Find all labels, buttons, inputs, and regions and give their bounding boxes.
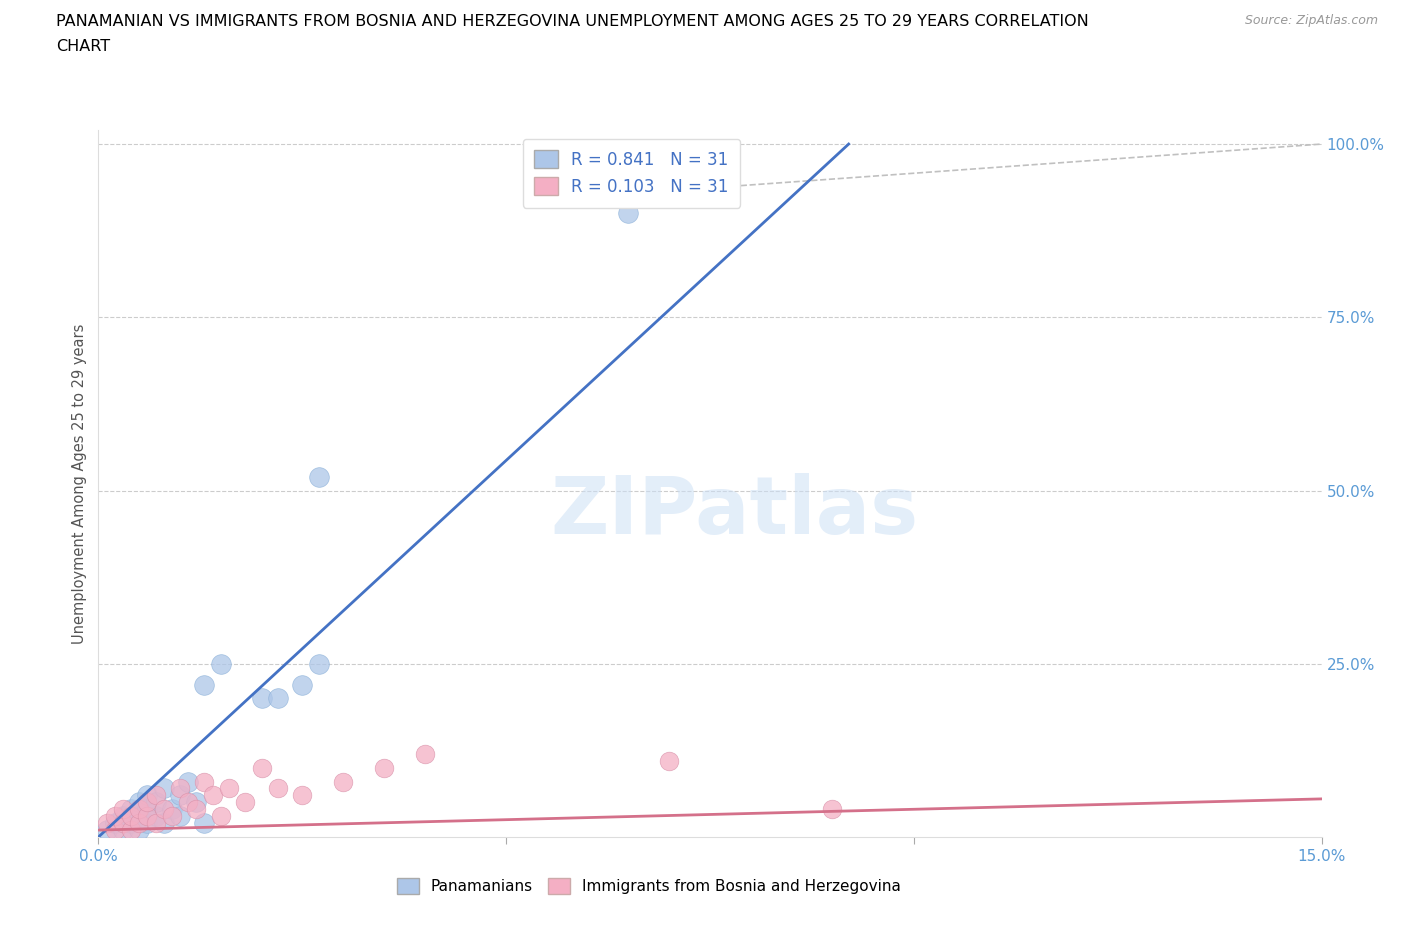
Point: [267, 691, 290, 706]
Point: [373, 760, 395, 775]
Point: [136, 795, 159, 810]
Point: [145, 788, 167, 803]
Point: [675, 185, 697, 200]
Point: [152, 802, 174, 817]
Point: [120, 823, 142, 838]
Point: [332, 774, 354, 789]
Point: [169, 781, 191, 796]
Point: [177, 795, 200, 810]
Point: [111, 823, 134, 838]
Point: [120, 809, 142, 824]
Point: [193, 816, 215, 830]
Point: [617, 206, 640, 220]
Point: [111, 809, 134, 824]
Text: Source: ZipAtlas.com: Source: ZipAtlas.com: [1244, 14, 1378, 27]
Point: [120, 816, 142, 830]
Point: [186, 795, 208, 810]
Point: [308, 470, 330, 485]
Text: ZIPatlas: ZIPatlas: [550, 472, 918, 551]
Point: [177, 774, 200, 789]
Point: [96, 823, 118, 838]
Point: [128, 823, 150, 838]
Point: [120, 802, 142, 817]
Point: [136, 816, 159, 830]
Point: [152, 816, 174, 830]
Point: [169, 788, 191, 803]
Point: [193, 677, 215, 692]
Point: [233, 795, 256, 810]
Legend: Panamanians, Immigrants from Bosnia and Herzegovina: Panamanians, Immigrants from Bosnia and …: [391, 871, 907, 900]
Point: [128, 809, 150, 824]
Point: [218, 781, 240, 796]
Point: [209, 657, 232, 671]
Point: [201, 788, 224, 803]
Point: [186, 802, 208, 817]
Point: [128, 795, 150, 810]
Point: [104, 823, 127, 838]
Point: [145, 809, 167, 824]
Point: [104, 816, 127, 830]
Point: [250, 760, 273, 775]
Point: [209, 809, 232, 824]
Point: [136, 788, 159, 803]
Point: [160, 802, 183, 817]
Point: [128, 802, 150, 817]
Point: [308, 657, 330, 671]
Point: [169, 809, 191, 824]
Point: [111, 802, 134, 817]
Point: [413, 747, 436, 762]
Point: [96, 816, 118, 830]
Point: [145, 816, 167, 830]
Text: CHART: CHART: [56, 39, 110, 54]
Point: [160, 809, 183, 824]
Point: [104, 809, 127, 824]
Y-axis label: Unemployment Among Ages 25 to 29 years: Unemployment Among Ages 25 to 29 years: [72, 324, 87, 644]
Point: [136, 802, 159, 817]
Point: [250, 691, 273, 706]
Point: [111, 816, 134, 830]
Point: [658, 753, 681, 768]
Point: [128, 816, 150, 830]
Text: PANAMANIAN VS IMMIGRANTS FROM BOSNIA AND HERZEGOVINA UNEMPLOYMENT AMONG AGES 25 : PANAMANIAN VS IMMIGRANTS FROM BOSNIA AND…: [56, 14, 1090, 29]
Point: [267, 781, 290, 796]
Point: [821, 802, 844, 817]
Point: [136, 809, 159, 824]
Point: [291, 677, 314, 692]
Point: [291, 788, 314, 803]
Point: [145, 795, 167, 810]
Point: [193, 774, 215, 789]
Point: [152, 781, 174, 796]
